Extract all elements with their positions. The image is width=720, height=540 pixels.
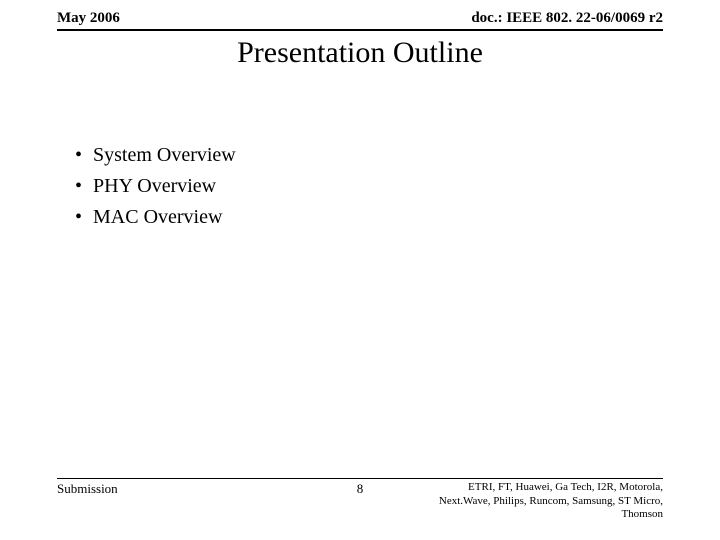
footer-authors-line2: Next.Wave, Philips, Runcom, Samsung, ST … (439, 495, 663, 521)
footer-page-number: 8 (357, 481, 364, 497)
list-item: • PHY Overview (75, 171, 236, 202)
bullet-icon: • (75, 171, 93, 202)
header-date: May 2006 (57, 10, 120, 27)
list-item: • System Overview (75, 140, 236, 171)
bullet-list: • System Overview • PHY Overview • MAC O… (75, 140, 236, 233)
bullet-icon: • (75, 140, 93, 171)
bullet-text: MAC Overview (93, 202, 222, 233)
bullet-text: System Overview (93, 140, 236, 171)
footer-left-label: Submission (57, 481, 118, 497)
footer-authors-line1: ETRI, FT, Huawei, Ga Tech, I2R, Motorola… (468, 481, 663, 493)
slide-header: May 2006 doc.: IEEE 802. 22-06/0069 r2 (57, 10, 663, 31)
list-item: • MAC Overview (75, 202, 236, 233)
bullet-icon: • (75, 202, 93, 233)
footer-authors: ETRI, FT, Huawei, Ga Tech, I2R, Motorola… (403, 481, 663, 522)
header-doc-id: doc.: IEEE 802. 22-06/0069 r2 (471, 10, 663, 27)
bullet-text: PHY Overview (93, 171, 216, 202)
slide-title: Presentation Outline (0, 36, 720, 70)
slide-footer: Submission 8 ETRI, FT, Huawei, Ga Tech, … (57, 478, 663, 522)
